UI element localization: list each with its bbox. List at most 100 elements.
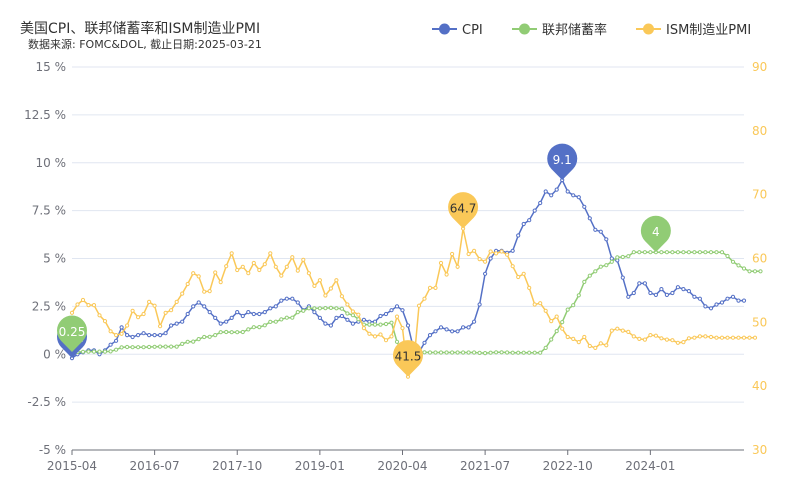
data-point-cpi	[174, 321, 179, 326]
data-point-fed	[626, 254, 631, 259]
data-point-ism	[114, 333, 119, 338]
data-point-ism	[229, 251, 234, 256]
data-point-cpi	[576, 195, 581, 200]
data-point-cpi	[427, 333, 433, 338]
data-point-ism	[213, 270, 218, 275]
data-point-ism	[444, 272, 449, 277]
data-point-ism	[202, 289, 207, 294]
data-point-cpi	[631, 290, 636, 296]
data-point-cpi	[251, 311, 256, 317]
data-point-cpi	[224, 319, 229, 324]
data-point-cpi	[510, 248, 515, 253]
data-point-cpi	[334, 315, 339, 320]
data-point-fed	[620, 254, 625, 260]
data-point-fed	[196, 337, 201, 342]
data-point-fed	[125, 344, 130, 350]
data-point-cpi	[378, 313, 383, 319]
y-left-tick-label: 0 %	[43, 347, 66, 361]
data-point-ism	[455, 264, 460, 269]
data-point-fed	[218, 330, 223, 335]
data-point-fed	[692, 250, 697, 255]
data-point-fed	[549, 337, 554, 342]
data-point-cpi	[686, 289, 692, 294]
data-point-fed	[675, 250, 681, 255]
data-point-fed	[224, 329, 229, 335]
data-point-cpi	[637, 281, 642, 286]
data-point-ism	[422, 296, 427, 301]
data-point-ism	[345, 302, 350, 307]
chart-title: 美国CPI、联邦储蓄率和ISM制造业PMI	[20, 21, 261, 37]
data-point-ism	[361, 326, 366, 331]
data-point-cpi	[328, 323, 333, 328]
data-point-cpi	[653, 292, 659, 297]
data-point-ism	[334, 278, 339, 283]
data-point-fed	[703, 250, 708, 255]
data-point-cpi	[587, 216, 592, 221]
x-tick-label: 2020-04	[377, 459, 427, 473]
data-point-ism	[438, 260, 444, 266]
data-point-cpi	[169, 323, 174, 328]
data-point-cpi	[312, 310, 317, 315]
data-point-fed	[637, 250, 642, 255]
pin-fed: 4	[640, 215, 671, 253]
pin-cpi: 9.1	[547, 143, 578, 180]
data-point-cpi	[147, 333, 152, 338]
data-point-cpi	[565, 189, 570, 194]
data-point-cpi	[389, 308, 394, 313]
y-right-tick-label: 40	[752, 379, 767, 393]
data-point-fed	[494, 350, 499, 355]
data-point-fed	[114, 347, 119, 352]
data-point-fed	[91, 349, 97, 354]
data-point-fed	[350, 313, 355, 318]
data-point-ism	[251, 260, 256, 266]
pin-cpi-shape	[547, 143, 578, 180]
data-point-cpi	[521, 221, 526, 227]
data-point-fed	[279, 317, 284, 322]
data-point-ism	[527, 285, 532, 290]
data-point-ism	[257, 267, 262, 273]
data-point-fed	[174, 344, 179, 349]
data-point-fed	[427, 350, 433, 355]
data-point-cpi	[235, 310, 240, 315]
data-point-ism	[538, 301, 543, 306]
data-point-cpi	[438, 325, 444, 330]
data-point-fed	[284, 315, 289, 320]
data-point-cpi	[719, 300, 725, 305]
data-point-ism	[389, 334, 394, 339]
data-point-cpi	[279, 298, 284, 303]
data-point-ism	[191, 271, 196, 276]
data-point-ism	[582, 334, 587, 340]
data-point-cpi	[136, 333, 141, 338]
data-point-cpi	[152, 333, 157, 338]
data-point-cpi	[554, 187, 559, 192]
data-point-cpi	[295, 300, 300, 305]
data-point-fed	[345, 311, 350, 316]
data-point-fed	[499, 350, 504, 355]
y-left-tick-label: 2.5 %	[32, 299, 66, 313]
y-right-tick-label: 60	[752, 252, 767, 266]
data-point-cpi	[323, 321, 328, 326]
data-point-fed	[488, 350, 493, 355]
data-point-cpi	[626, 294, 631, 299]
data-point-ism	[323, 293, 328, 298]
pin-ism-label: 41.5	[395, 350, 422, 364]
y-right-tick-label: 70	[752, 188, 767, 202]
data-point-fed	[136, 345, 141, 350]
data-point-cpi	[697, 296, 703, 301]
y-right-tick-label: 90	[752, 60, 767, 74]
x-tick-label: 2024-01	[625, 459, 675, 473]
data-point-ism	[664, 337, 670, 342]
data-point-ism	[295, 268, 300, 273]
data-point-ism	[554, 314, 559, 319]
series-line-cpi	[71, 178, 744, 359]
data-point-fed	[527, 350, 532, 355]
data-point-ism	[119, 331, 124, 336]
data-point-ism	[626, 329, 631, 334]
data-point-ism	[477, 257, 482, 262]
data-point-ism	[235, 267, 240, 273]
data-point-fed	[560, 320, 565, 325]
legend-label-fed: 联邦储蓄率	[542, 22, 607, 38]
data-point-cpi	[130, 334, 135, 340]
data-point-cpi	[466, 325, 471, 330]
data-point-ism	[163, 310, 168, 315]
